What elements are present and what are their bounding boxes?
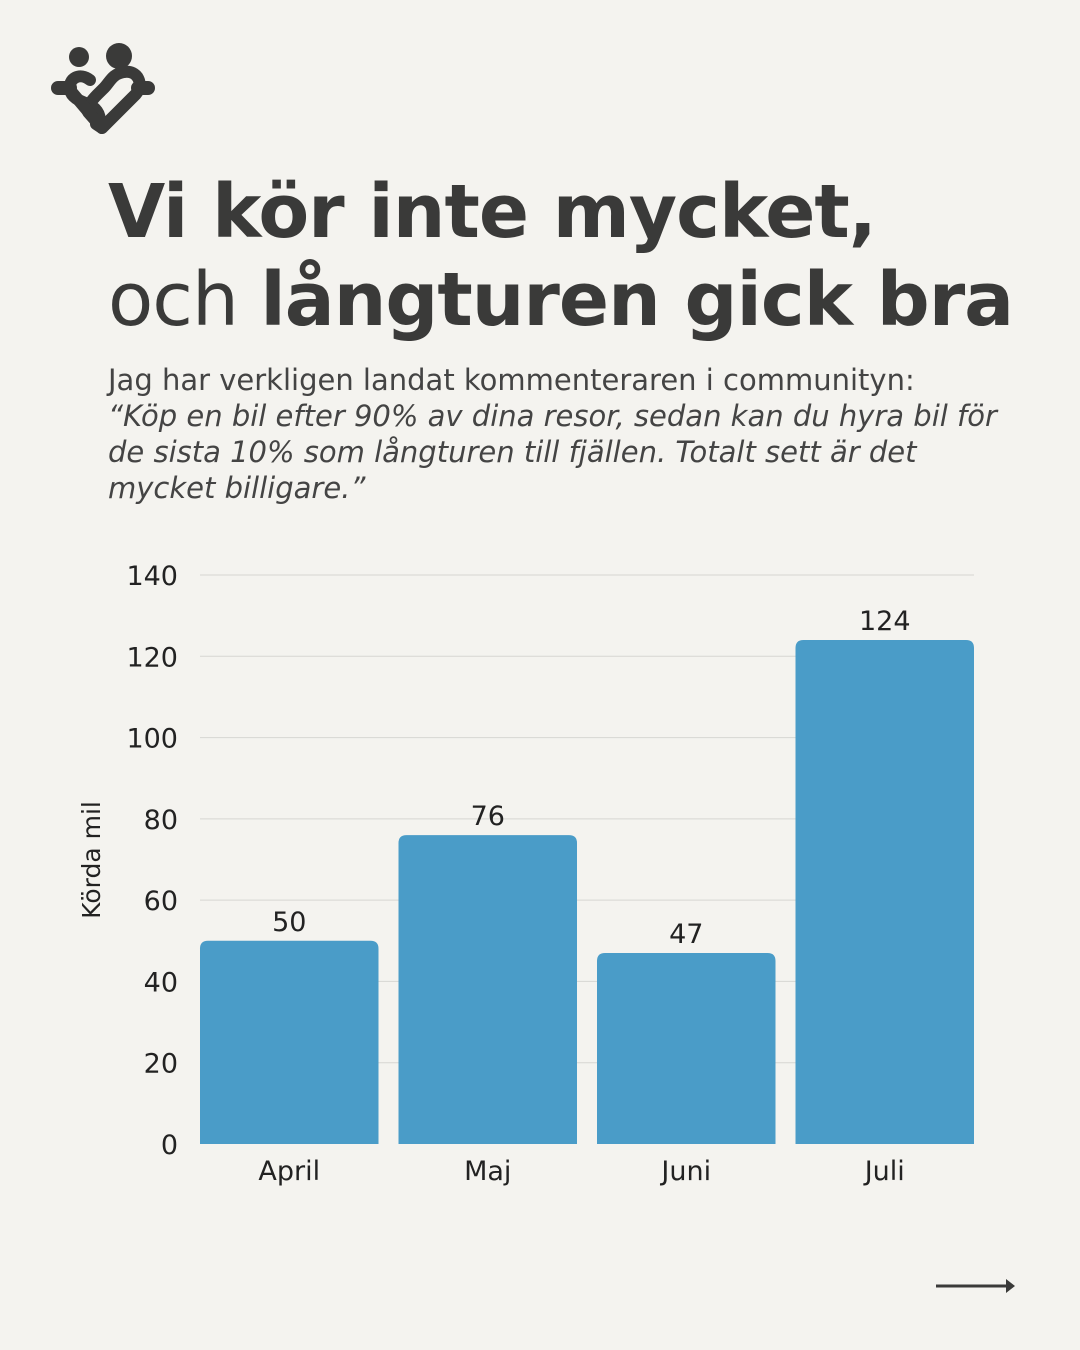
page-title: Vi kör inte mycket, och långturen gick b… (108, 168, 1014, 344)
bar-juli (795, 640, 974, 1144)
next-arrow-icon[interactable] (934, 1276, 1018, 1300)
title-line1: Vi kör inte mycket, (108, 169, 877, 255)
bar-april (200, 940, 379, 1144)
title-line2-light: och (108, 257, 239, 343)
y-tick-label: 140 (126, 561, 178, 592)
x-tick-label: Juni (659, 1156, 711, 1187)
subtitle-intro: Jag har verkligen landat kommenteraren i… (108, 363, 915, 397)
y-tick-label: 40 (144, 967, 178, 998)
y-tick-label: 120 (126, 642, 178, 673)
logo-icon (40, 30, 170, 154)
data-label: 50 (272, 907, 306, 938)
y-tick-label: 80 (144, 805, 178, 836)
data-label: 47 (669, 919, 703, 950)
subtitle-quote: “Köp en bil efter 90% av dina resor, sed… (108, 399, 997, 505)
title-line2-bold: långturen gick bra (260, 257, 1014, 343)
bar-maj (398, 835, 577, 1144)
subtitle: Jag har verkligen landat kommenteraren i… (108, 362, 1008, 506)
y-tick-label: 20 (144, 1049, 178, 1080)
data-label: 124 (859, 606, 911, 637)
x-tick-label: Juli (863, 1156, 905, 1187)
x-tick-label: April (258, 1156, 320, 1187)
bar-juni (597, 952, 776, 1144)
y-axis-label: Körda mil (77, 801, 106, 919)
y-tick-label: 0 (161, 1130, 178, 1161)
y-tick-label: 100 (126, 724, 178, 755)
y-tick-label: 60 (144, 886, 178, 917)
x-tick-label: Maj (464, 1156, 511, 1187)
data-label: 76 (471, 801, 505, 832)
